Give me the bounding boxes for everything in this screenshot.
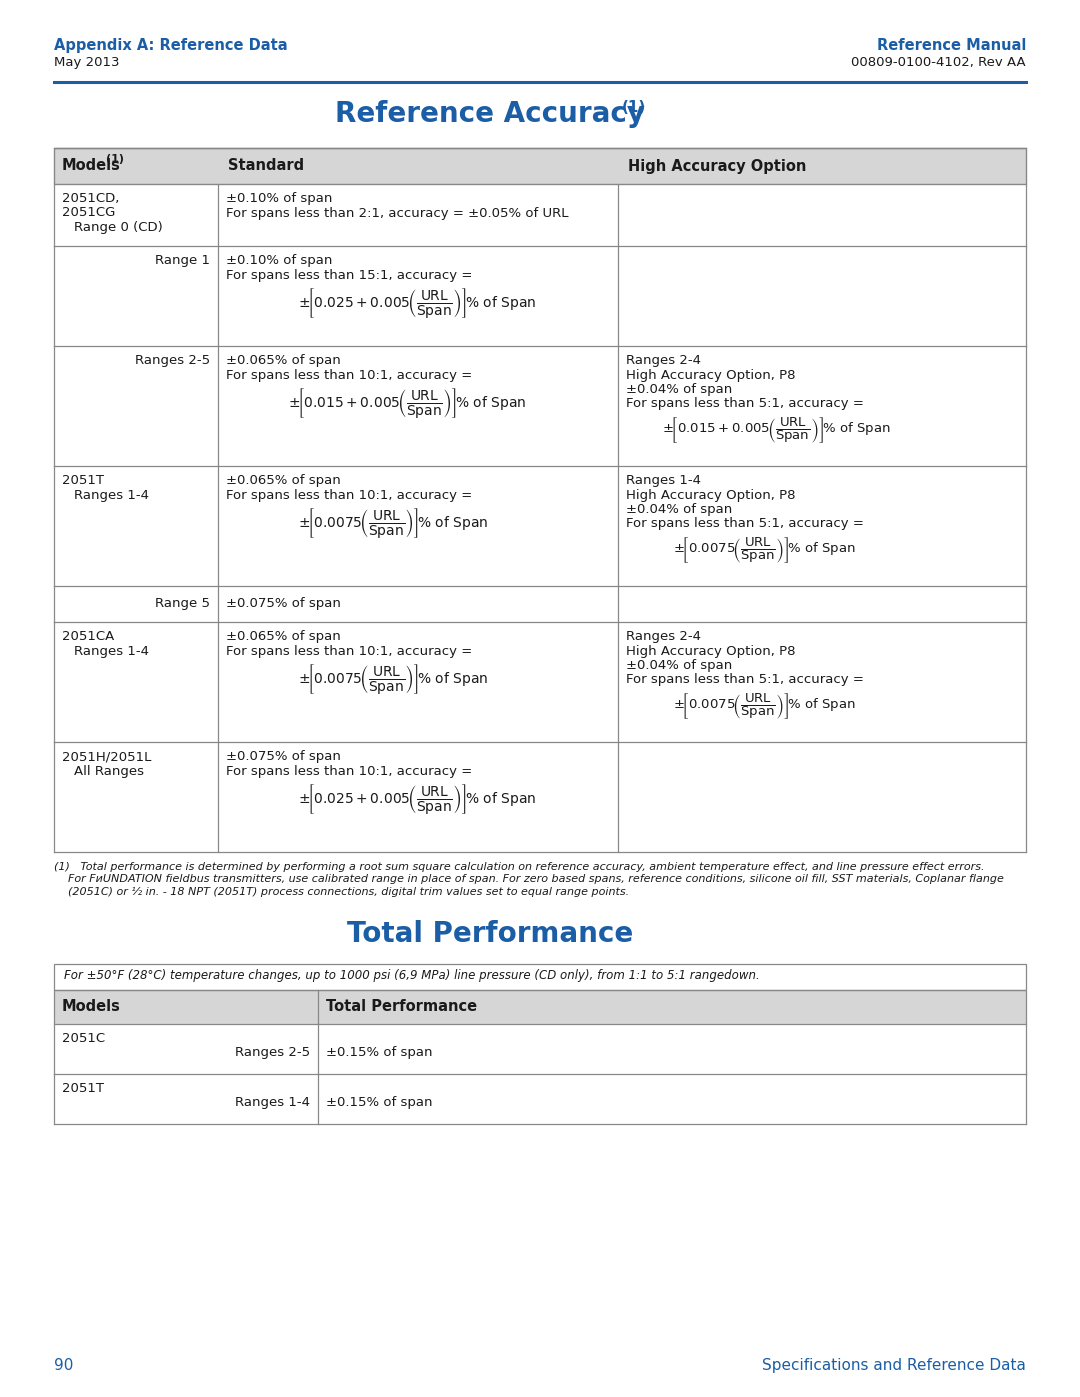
- Text: 2051T: 2051T: [62, 474, 104, 488]
- Text: $\pm\!\left[0.015+0.005\!\left(\dfrac{\mathrm{URL}}{\mathrm{Span}}\right)\right]: $\pm\!\left[0.015+0.005\!\left(\dfrac{\m…: [288, 386, 526, 420]
- Text: For ±50°F (28°C) temperature changes, up to 1000 psi (6,9 MPa) line pressure (CD: For ±50°F (28°C) temperature changes, up…: [64, 968, 759, 982]
- Text: For spans less than 10:1, accuracy =: For spans less than 10:1, accuracy =: [226, 644, 472, 658]
- Text: For FᴎUNDATION fieldbus transmitters, use calibrated range in place of span. For: For FᴎUNDATION fieldbus transmitters, us…: [68, 875, 1004, 884]
- Text: Total Performance: Total Performance: [347, 919, 633, 947]
- Text: Ranges 1-4: Ranges 1-4: [75, 644, 149, 658]
- Text: Ranges 1-4: Ranges 1-4: [626, 474, 701, 488]
- Text: 90: 90: [54, 1358, 73, 1373]
- Text: ±0.10% of span: ±0.10% of span: [226, 191, 333, 205]
- Text: Specifications and Reference Data: Specifications and Reference Data: [762, 1358, 1026, 1373]
- Text: ±0.075% of span: ±0.075% of span: [226, 598, 341, 610]
- Text: Standard: Standard: [228, 158, 305, 173]
- Text: (1)   Total performance is determined by performing a root sum square calculatio: (1) Total performance is determined by p…: [54, 862, 985, 872]
- Text: Reference Manual: Reference Manual: [877, 38, 1026, 53]
- Text: $\pm\!\left[0.0075\!\left(\dfrac{\mathrm{URL}}{\mathrm{Span}}\right)\right]\!\%\: $\pm\!\left[0.0075\!\left(\dfrac{\mathrm…: [673, 692, 855, 721]
- Text: ±0.065% of span: ±0.065% of span: [226, 474, 341, 488]
- Text: For spans less than 5:1, accuracy =: For spans less than 5:1, accuracy =: [626, 517, 864, 531]
- Text: ±0.04% of span: ±0.04% of span: [626, 383, 732, 395]
- Text: ±0.065% of span: ±0.065% of span: [226, 630, 341, 643]
- Bar: [54, 148, 1026, 184]
- Text: (2051C) or ½ in. - 18 NPT (2051T) process connections, digital trim values set t: (2051C) or ½ in. - 18 NPT (2051T) proces…: [68, 887, 630, 897]
- Text: Ranges 1-4: Ranges 1-4: [235, 1097, 310, 1109]
- Text: Ranges 2-5: Ranges 2-5: [135, 353, 210, 367]
- Text: 2051H/2051L: 2051H/2051L: [62, 750, 151, 763]
- Bar: [54, 989, 1026, 1024]
- Text: 00809-0100-4102, Rev AA: 00809-0100-4102, Rev AA: [851, 56, 1026, 68]
- Text: ±0.04% of span: ±0.04% of span: [626, 659, 732, 672]
- Bar: [54, 148, 1026, 184]
- Text: $\pm\!\left[0.0075\!\left(\dfrac{\mathrm{URL}}{\mathrm{Span}}\right)\right]\!\%\: $\pm\!\left[0.0075\!\left(\dfrac{\mathrm…: [298, 506, 488, 539]
- Text: May 2013: May 2013: [54, 56, 120, 68]
- Text: $\pm\!\left[0.0075\!\left(\dfrac{\mathrm{URL}}{\mathrm{Span}}\right)\right]\!\%\: $\pm\!\left[0.0075\!\left(\dfrac{\mathrm…: [298, 662, 488, 696]
- Text: For spans less than 5:1, accuracy =: For spans less than 5:1, accuracy =: [626, 673, 864, 686]
- Text: $\pm\!\left[0.015+0.005\!\left(\dfrac{\mathrm{URL}}{\mathrm{Span}}\right)\right]: $\pm\!\left[0.015+0.005\!\left(\dfrac{\m…: [662, 415, 891, 444]
- Text: For spans less than 10:1, accuracy =: For spans less than 10:1, accuracy =: [226, 489, 472, 502]
- Text: Appendix A: Reference Data: Appendix A: Reference Data: [54, 38, 287, 53]
- Text: Ranges 1-4: Ranges 1-4: [75, 489, 149, 502]
- Text: 2051C: 2051C: [62, 1031, 105, 1045]
- Text: Reference Accuracy: Reference Accuracy: [335, 101, 645, 129]
- Text: Models: Models: [62, 999, 121, 1014]
- Text: Range 0 (CD): Range 0 (CD): [75, 221, 163, 235]
- Text: 2051CD,: 2051CD,: [62, 191, 120, 205]
- Text: For spans less than 10:1, accuracy =: For spans less than 10:1, accuracy =: [226, 764, 472, 778]
- Text: High Accuracy Option, P8: High Accuracy Option, P8: [626, 489, 796, 502]
- Text: 2051T: 2051T: [62, 1081, 104, 1094]
- Text: (1): (1): [622, 101, 646, 115]
- Text: ±0.15% of span: ±0.15% of span: [326, 1046, 432, 1059]
- Text: Ranges 2-5: Ranges 2-5: [234, 1046, 310, 1059]
- Text: For spans less than 15:1, accuracy =: For spans less than 15:1, accuracy =: [226, 268, 472, 282]
- Text: High Accuracy Option: High Accuracy Option: [627, 158, 807, 173]
- Text: ±0.065% of span: ±0.065% of span: [226, 353, 341, 367]
- Bar: [54, 989, 1026, 1024]
- Text: (1): (1): [106, 154, 124, 163]
- Text: $\pm\!\left[0.025+0.005\!\left(\dfrac{\mathrm{URL}}{\mathrm{Span}}\right)\right]: $\pm\!\left[0.025+0.005\!\left(\dfrac{\m…: [298, 782, 537, 816]
- Text: For spans less than 10:1, accuracy =: For spans less than 10:1, accuracy =: [226, 369, 472, 381]
- Text: Models: Models: [62, 158, 121, 173]
- Text: ±0.15% of span: ±0.15% of span: [326, 1097, 432, 1109]
- Text: $\pm\!\left[0.0075\!\left(\dfrac{\mathrm{URL}}{\mathrm{Span}}\right)\right]\!\%\: $\pm\!\left[0.0075\!\left(\dfrac{\mathrm…: [673, 535, 855, 564]
- Text: All Ranges: All Ranges: [75, 764, 144, 778]
- Text: High Accuracy Option, P8: High Accuracy Option, P8: [626, 644, 796, 658]
- Bar: [54, 964, 1026, 989]
- Text: Total Performance: Total Performance: [326, 999, 477, 1014]
- Text: 2051CA: 2051CA: [62, 630, 114, 643]
- Text: High Accuracy Option, P8: High Accuracy Option, P8: [626, 369, 796, 381]
- Text: Ranges 2-4: Ranges 2-4: [626, 353, 701, 367]
- Text: ±0.075% of span: ±0.075% of span: [226, 750, 341, 763]
- Text: 2051CG: 2051CG: [62, 207, 116, 219]
- Text: $\pm\!\left[0.025+0.005\!\left(\dfrac{\mathrm{URL}}{\mathrm{Span}}\right)\right]: $\pm\!\left[0.025+0.005\!\left(\dfrac{\m…: [298, 286, 537, 320]
- Text: ±0.04% of span: ±0.04% of span: [626, 503, 732, 515]
- Text: ±0.10% of span: ±0.10% of span: [226, 254, 333, 267]
- Text: Ranges 2-4: Ranges 2-4: [626, 630, 701, 643]
- Text: Range 1: Range 1: [156, 254, 210, 267]
- Text: Range 5: Range 5: [156, 598, 210, 610]
- Text: For spans less than 2:1, accuracy = ±0.05% of URL: For spans less than 2:1, accuracy = ±0.0…: [226, 207, 568, 219]
- Text: For spans less than 5:1, accuracy =: For spans less than 5:1, accuracy =: [626, 398, 864, 411]
